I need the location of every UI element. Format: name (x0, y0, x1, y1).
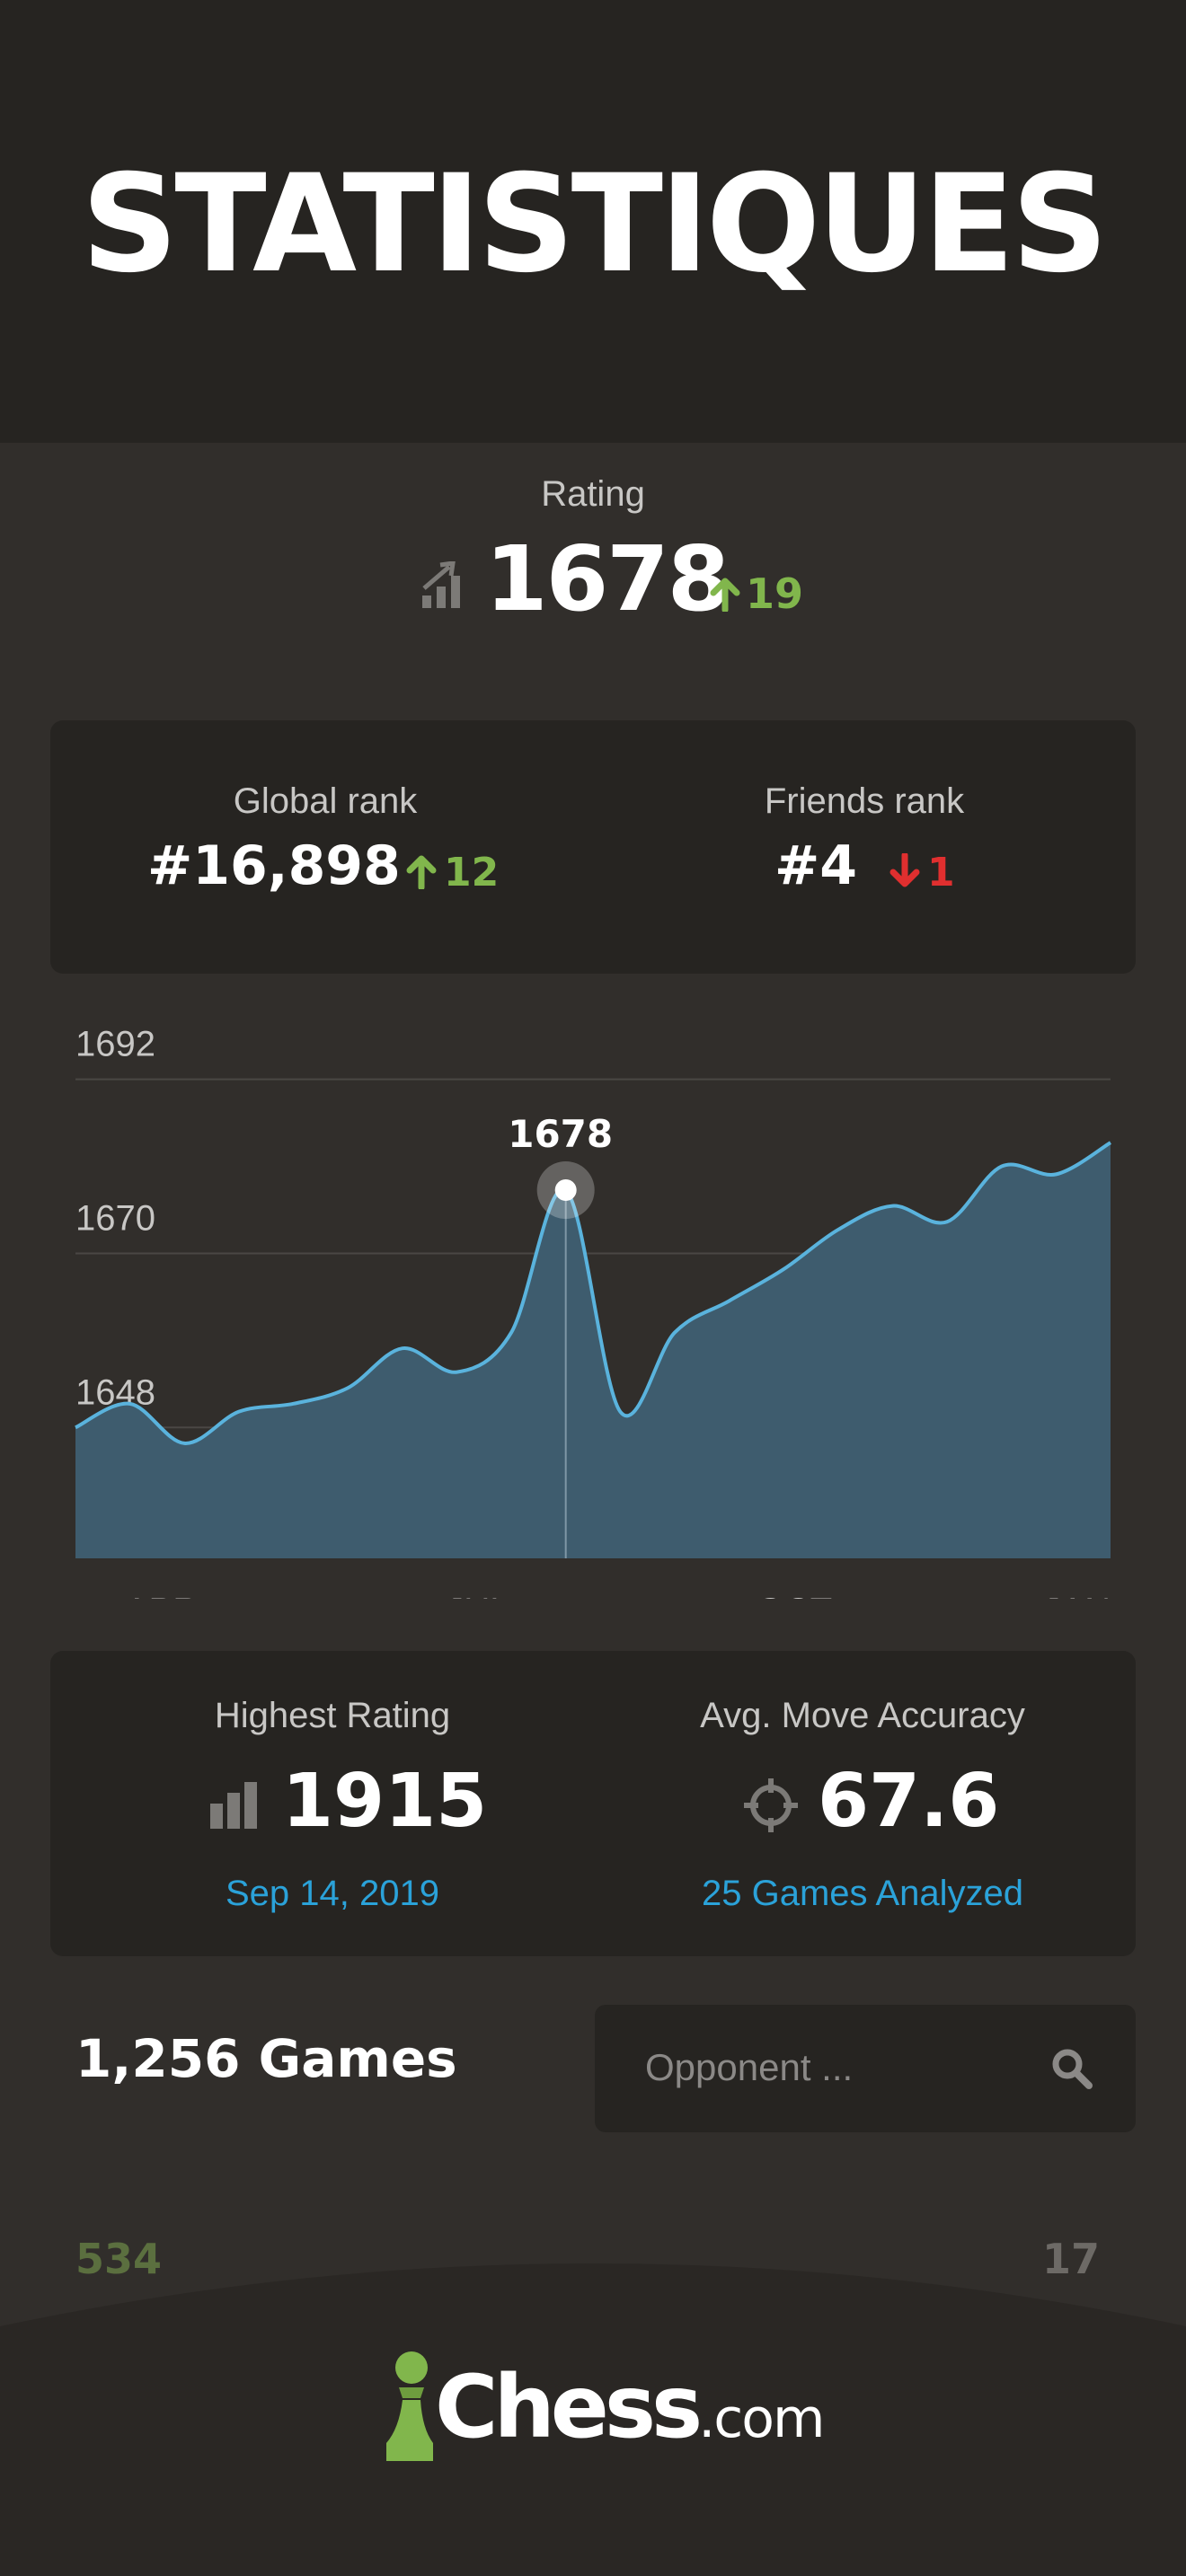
accuracy-label: Avg. Move Accuracy (700, 1696, 1025, 1735)
x-tick-label: OCT (757, 1592, 832, 1599)
rating-area (75, 1142, 1111, 1558)
y-tick-label: 1692 (75, 1025, 155, 1064)
friends-rank-label: Friends rank (764, 781, 965, 821)
rating-value: 1678 (485, 526, 730, 631)
opponent-search[interactable] (595, 2005, 1136, 2132)
friends-rank-value: #4 (774, 834, 858, 897)
arrow-up-icon (406, 855, 437, 891)
opponent-search-input[interactable] (645, 2041, 1022, 2095)
header: STATISTIQUES (0, 0, 1186, 443)
friends-rank-change-value: 1 (927, 850, 955, 895)
rating-history-chart[interactable]: 1692167016481678APRJULOCTJAN (0, 1024, 1186, 1599)
rating-trend-icon (422, 561, 460, 608)
y-tick-label: 1670 (75, 1198, 155, 1238)
accuracy-value: 67.6 (818, 1759, 1000, 1844)
games-count-title: 1,256 Games (75, 2028, 457, 2089)
games-analyzed-link[interactable]: 25 Games Analyzed (702, 1874, 1023, 1913)
global-rank-value: #16,898 (147, 834, 401, 897)
arrow-up-icon (710, 578, 740, 613)
x-tick-label: JAN (1042, 1592, 1111, 1599)
draws-count: 17 (1041, 2235, 1100, 2283)
highlight-point (554, 1179, 577, 1201)
arrow-down-icon (890, 851, 920, 887)
rating-change: 19 (710, 567, 803, 621)
brand-wordmark: Chess.com (435, 2353, 825, 2473)
stats-card: Highest Rating 1915 Sep 14, 2019 Avg. Mo… (50, 1651, 1136, 1956)
bar-chart-icon (210, 1782, 257, 1829)
global-rank-change-value: 12 (444, 850, 500, 895)
chess-com-logo: Chess.com (381, 2344, 825, 2470)
x-tick-label: APR (125, 1592, 199, 1599)
rating-label: Rating (541, 474, 645, 514)
brand-suffix: .com (698, 2387, 825, 2450)
x-tick-label: JUL (446, 1592, 509, 1599)
search-icon[interactable] (1049, 2046, 1094, 2091)
page-title: STATISTIQUES (81, 146, 1108, 303)
rating-change-value: 19 (746, 569, 804, 618)
highest-rating-value: 1915 (282, 1759, 488, 1844)
friends-rank-change: 1 (890, 846, 955, 900)
rank-card: Global rank #16,898 12 Friends rank #4 1 (50, 720, 1136, 974)
global-rank-change: 12 (406, 846, 499, 900)
footer-background (0, 2263, 1186, 2576)
brand-name: Chess (435, 2357, 703, 2457)
rating-line (75, 1141, 1112, 1445)
highlight-label: 1678 (508, 1112, 613, 1156)
wins-count: 534 (75, 2235, 163, 2283)
highest-rating-date-link[interactable]: Sep 14, 2019 (226, 1874, 439, 1913)
rating-summary: 1678 19 (0, 525, 1186, 633)
global-rank-label: Global rank (233, 781, 418, 821)
pawn-icon (386, 2351, 433, 2461)
highest-rating-label: Highest Rating (214, 1696, 451, 1735)
crosshair-icon (744, 1778, 798, 1832)
